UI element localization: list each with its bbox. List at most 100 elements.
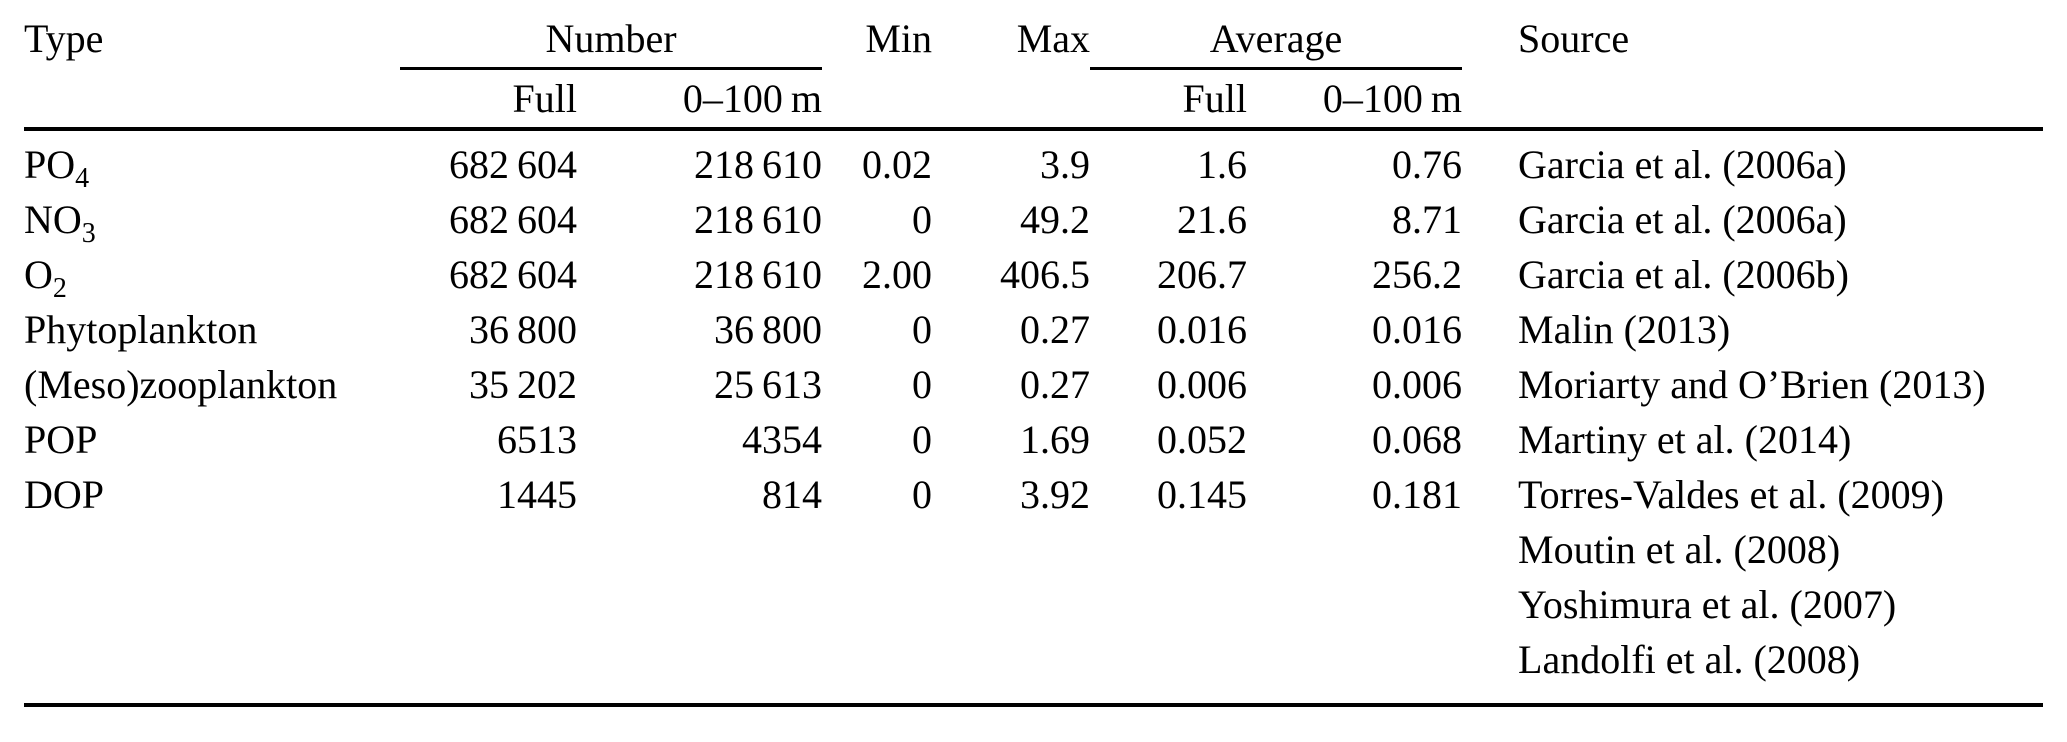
- cell-average-full: 21.6: [1177, 197, 1248, 242]
- cell-max: 0.27: [1020, 307, 1091, 352]
- header-average-group: Average: [1090, 10, 1463, 70]
- cell-number-full: 35 202: [468, 362, 577, 407]
- cell-average-full: 1.6: [1090, 127, 1248, 192]
- cell-average-range: 0.006: [1372, 362, 1463, 407]
- cell-min: 0: [912, 472, 933, 517]
- cell-number-full: 682 604: [448, 197, 577, 242]
- cell-number-range: 814: [762, 472, 823, 517]
- cell-max: 3.92: [1020, 472, 1091, 517]
- cell-average-full: 0.006: [1157, 362, 1248, 407]
- type-label: O: [24, 252, 53, 297]
- table-row: (Meso)zooplankton 35 202 25 613 0 0.27 0…: [24, 357, 2043, 412]
- source-line: Malin (2013): [1518, 307, 1731, 352]
- header-max: Max: [1016, 16, 1091, 61]
- table-body: PO4 682 604 218 610 0.02 3.9 1.6 0.76 Ga…: [24, 127, 2044, 687]
- cell-number-range: 218 610: [577, 127, 823, 192]
- source-line: Garcia et al. (2006b): [1518, 252, 1849, 297]
- cell-type: DOP: [24, 467, 400, 687]
- cell-number-range: 218 610: [694, 252, 823, 297]
- source-line: Garcia et al. (2006a): [1518, 197, 1847, 242]
- cell-min: 0: [912, 307, 933, 352]
- cell-average-full: 0.145: [1157, 472, 1248, 517]
- cell-max: 3.9: [932, 127, 1091, 192]
- cell-min: 0: [912, 417, 933, 462]
- data-table: Type Number Min Max Average Source Full …: [24, 10, 2044, 687]
- cell-min: 0.02: [822, 127, 933, 192]
- cell-type: PO4: [24, 127, 400, 194]
- cell-number-full: 6513: [497, 417, 577, 462]
- header-average-full: Full: [1182, 76, 1248, 121]
- header-row-groups: Type Number Min Max Average Source: [24, 10, 2043, 70]
- cell-source: Garcia et al. (2006a): [1462, 127, 2044, 192]
- cell-source: Martiny et al. (2014): [1462, 412, 2043, 467]
- type-subscript: 3: [81, 218, 96, 249]
- table-row: O2 682 604 218 610 2.00 406.5 206.7 256.…: [24, 247, 2043, 304]
- cell-max: 406.5: [1000, 252, 1091, 297]
- cell-number-range: 4354: [742, 417, 823, 462]
- cell-average-range: 8.71: [1392, 197, 1463, 242]
- header-average-range: 0–100 m: [1322, 76, 1463, 121]
- type-label: NO: [24, 197, 82, 242]
- cell-number-range: 218 610: [694, 197, 823, 242]
- cell-average-range: 0.76: [1247, 127, 1463, 192]
- source-line: Martiny et al. (2014): [1518, 417, 1852, 462]
- source-line: Moutin et al. (2008): [1518, 527, 1841, 572]
- cell-min: 0: [912, 362, 933, 407]
- type-label: DOP: [24, 472, 105, 517]
- cell-number-range: 36 800: [714, 307, 823, 352]
- cell-source: Malin (2013): [1462, 302, 2043, 357]
- type-label: PO: [24, 142, 76, 187]
- cell-max: 49.2: [1020, 197, 1091, 242]
- type-subscript: 4: [75, 163, 90, 194]
- table-row: DOP 1445 814 0 3.92 0.145 0.181 Torres-V…: [24, 467, 2043, 687]
- cell-number-full: 682 604: [448, 252, 577, 297]
- cell-type: NO3: [24, 192, 400, 249]
- source-line: Yoshimura et al. (2007): [1518, 582, 1897, 627]
- cell-average-full: 0.052: [1157, 417, 1248, 462]
- table-row: POP 6513 4354 0 1.69 0.052 0.068 Martiny…: [24, 412, 2043, 467]
- header-row-subcolumns: Full 0–100 m Full 0–100 m: [24, 69, 2043, 130]
- table-row: PO4 682 604 218 610 0.02 3.9 1.6 0.76 Ga…: [24, 127, 2044, 194]
- header-number-range: 0–100 m: [682, 76, 823, 121]
- header-source: Source: [1518, 16, 1630, 61]
- header-type: Type: [24, 16, 104, 61]
- cell-source: Garcia et al. (2006b): [1462, 247, 2043, 302]
- cell-average-range: 0.016: [1372, 307, 1463, 352]
- cell-number-range: 25 613: [714, 362, 823, 407]
- table-row: Phytoplankton 36 800 36 800 0 0.27 0.016…: [24, 302, 2043, 357]
- source-line: Torres-Valdes et al. (2009): [1518, 472, 1944, 517]
- paper-table-container: Type Number Min Max Average Source Full …: [24, 10, 2044, 707]
- source-line: Garcia et al. (2006a): [1518, 142, 1847, 187]
- type-label: POP: [24, 417, 98, 462]
- cell-type: Phytoplankton: [24, 302, 400, 357]
- cell-type: POP: [24, 412, 400, 467]
- table-row: NO3 682 604 218 610 0 49.2 21.6 8.71 Gar…: [24, 192, 2043, 249]
- cell-average-range: 256.2: [1372, 252, 1463, 297]
- header-min: Min: [865, 16, 933, 61]
- table-bottom-rule: [24, 703, 2043, 707]
- cell-source: Moriarty and O’Brien (2013): [1462, 357, 2043, 412]
- cell-min: 2.00: [862, 252, 933, 297]
- cell-average-range: 0.068: [1372, 417, 1463, 462]
- cell-average-full: 0.016: [1157, 307, 1248, 352]
- cell-max: 0.27: [1020, 362, 1091, 407]
- type-label: Phytoplankton: [24, 307, 258, 352]
- cell-min: 0: [912, 197, 933, 242]
- cell-number-full: 682 604: [400, 127, 577, 192]
- source-line: Landolfi et al. (2008): [1518, 637, 1861, 682]
- cell-source: Garcia et al. (2006a): [1462, 192, 2043, 247]
- cell-source: Torres-Valdes et al. (2009) Moutin et al…: [1462, 467, 2043, 687]
- type-subscript: 2: [52, 273, 67, 304]
- cell-average-full: 206.7: [1157, 252, 1248, 297]
- header-number-full: Full: [512, 76, 577, 121]
- type-label: (Meso)zooplankton: [24, 362, 338, 407]
- cell-average-range: 0.181: [1372, 472, 1463, 517]
- source-line: Moriarty and O’Brien (2013): [1518, 362, 1986, 407]
- table-header: Type Number Min Max Average Source Full …: [24, 10, 2043, 129]
- header-number-group: Number: [400, 10, 823, 70]
- cell-max: 1.69: [1020, 417, 1091, 462]
- cell-number-full: 36 800: [468, 307, 577, 352]
- cell-type: O2: [24, 247, 400, 304]
- cell-number-full: 1445: [497, 472, 577, 517]
- cell-type: (Meso)zooplankton: [24, 357, 400, 412]
